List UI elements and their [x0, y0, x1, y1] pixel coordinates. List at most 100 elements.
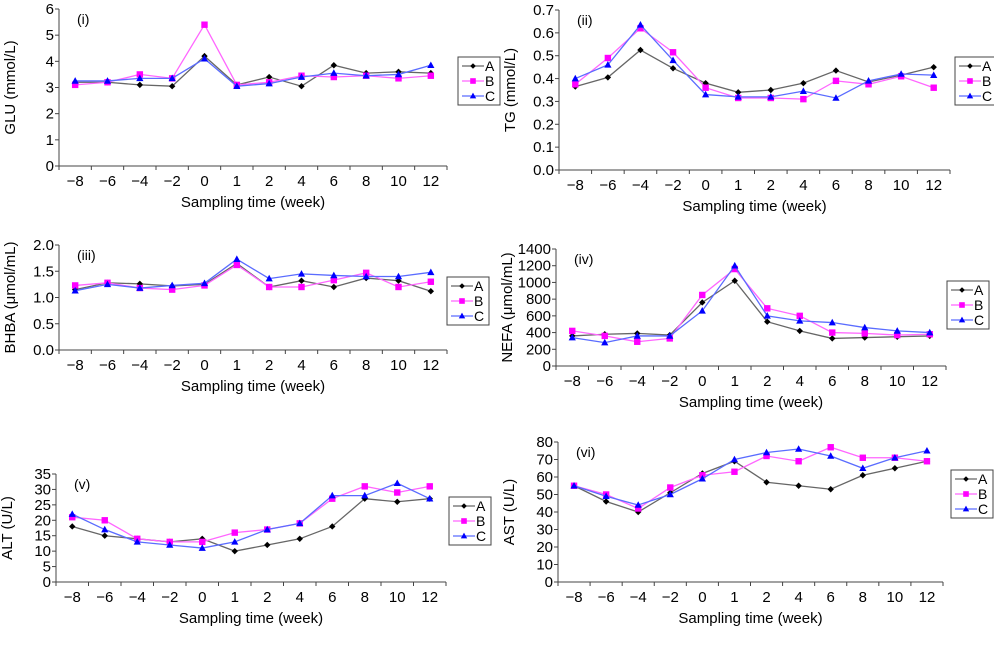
- data-point-B: [168, 286, 176, 293]
- x-tick-label: −6: [598, 589, 615, 606]
- marker-diamond: [967, 63, 973, 69]
- data-point-A: [264, 541, 271, 549]
- y-tick-label: 1.5: [33, 263, 54, 280]
- y-tick-label: 4: [46, 53, 54, 70]
- data-point-A: [669, 65, 677, 72]
- data-point-C: [198, 544, 206, 551]
- legend: ABC: [950, 469, 994, 519]
- legend-label-C: C: [978, 501, 988, 517]
- y-tick-label: 1400: [518, 241, 551, 258]
- x-tick-label: 12: [422, 357, 439, 374]
- data-point-C: [926, 328, 934, 336]
- y-tick-label: 6: [46, 1, 54, 18]
- y-tick-label: 1.0: [33, 290, 54, 307]
- data-point-C: [233, 255, 241, 262]
- data-point-A: [735, 89, 742, 96]
- data-point-A: [827, 486, 834, 493]
- series-line-C: [575, 23, 934, 99]
- data-point-C: [297, 270, 306, 277]
- y-tick-label: 10: [536, 557, 553, 574]
- y-axis-label: BHBA (μmol/mL): [2, 242, 19, 354]
- x-tick-label: 8: [361, 589, 369, 606]
- y-tick-label: 0.7: [533, 2, 554, 19]
- data-point-C: [930, 71, 938, 78]
- data-point-C: [762, 448, 771, 456]
- x-tick-label: −4: [629, 373, 646, 390]
- y-tick-label: 25: [34, 497, 51, 514]
- data-point-C: [796, 317, 804, 324]
- x-tick-label: 4: [297, 357, 305, 374]
- x-tick-label: 6: [832, 177, 840, 194]
- data-point-B: [699, 291, 706, 299]
- x-tick-label: −6: [599, 177, 616, 194]
- data-point-A: [265, 73, 273, 81]
- x-tick-label: 6: [330, 357, 338, 374]
- x-tick-label: 8: [362, 173, 370, 190]
- data-point-B: [569, 327, 576, 335]
- series-line-C: [75, 57, 432, 87]
- series-A: [572, 46, 937, 96]
- data-point-B: [136, 71, 144, 78]
- data-point-B: [634, 338, 641, 345]
- legend: ABC: [954, 56, 994, 106]
- data-point-C: [136, 284, 144, 291]
- x-tick-label: 1: [233, 173, 241, 190]
- data-point-B: [865, 81, 872, 88]
- data-point-C: [296, 519, 304, 527]
- y-tick-label: 35: [34, 466, 51, 483]
- data-point-A: [930, 63, 937, 71]
- data-point-B: [330, 276, 338, 284]
- data-point-B: [731, 468, 738, 475]
- y-tick-label: 30: [536, 522, 553, 539]
- data-point-B: [861, 330, 868, 337]
- data-point-C: [330, 69, 338, 76]
- x-tick-label: 4: [296, 589, 304, 606]
- y-tick-label: 2: [46, 106, 54, 123]
- data-point-C: [698, 474, 706, 482]
- legend-label-B: B: [476, 513, 485, 529]
- x-tick-label: −6: [99, 357, 116, 374]
- data-point-A: [101, 532, 108, 539]
- panel-3: 0.00.51.01.52.0−8 −6 −4 −2 0 1 2 4 6 8 10 12Samplin…: [2, 237, 490, 395]
- data-point-B: [361, 483, 368, 490]
- legend-label-C: C: [476, 528, 486, 544]
- legend-label-A: A: [974, 282, 984, 298]
- series-B: [569, 265, 933, 345]
- marker-triangle: [958, 316, 966, 323]
- data-point-C: [633, 332, 641, 339]
- y-tick-label: 40: [536, 504, 553, 521]
- data-point-C: [568, 333, 576, 341]
- x-tick-label: −6: [596, 373, 613, 390]
- y-tick-label: 200: [526, 341, 551, 358]
- data-point-C: [103, 280, 112, 288]
- data-point-C: [297, 73, 306, 80]
- x-tick-label: 0: [698, 373, 706, 390]
- data-point-B: [426, 483, 433, 490]
- legend-label-A: A: [474, 278, 484, 294]
- series-line-A: [72, 498, 430, 552]
- y-tick-label: 2.0: [33, 237, 54, 254]
- data-point-A: [699, 299, 706, 306]
- x-tick-label: 1: [731, 373, 739, 390]
- y-tick-label: 70: [536, 452, 553, 469]
- y-tick-label: 30: [34, 481, 51, 498]
- data-point-B: [298, 283, 305, 291]
- data-point-A: [795, 482, 802, 489]
- marker-triangle: [966, 92, 974, 99]
- legend-label-A: A: [978, 471, 988, 487]
- x-tick-label: 10: [389, 589, 406, 606]
- data-point-C: [362, 272, 370, 280]
- legend-label-C: C: [485, 88, 495, 104]
- x-tick-label: −4: [129, 589, 146, 606]
- series-line-A: [572, 279, 930, 340]
- data-point-C: [634, 501, 642, 508]
- data-point-A: [296, 535, 303, 542]
- x-tick-label: −8: [564, 373, 581, 390]
- data-point-C: [734, 93, 742, 100]
- data-point-B: [601, 332, 608, 340]
- data-point-C: [200, 279, 209, 287]
- data-point-B: [669, 49, 677, 56]
- data-point-C: [799, 87, 807, 94]
- data-point-C: [795, 445, 803, 452]
